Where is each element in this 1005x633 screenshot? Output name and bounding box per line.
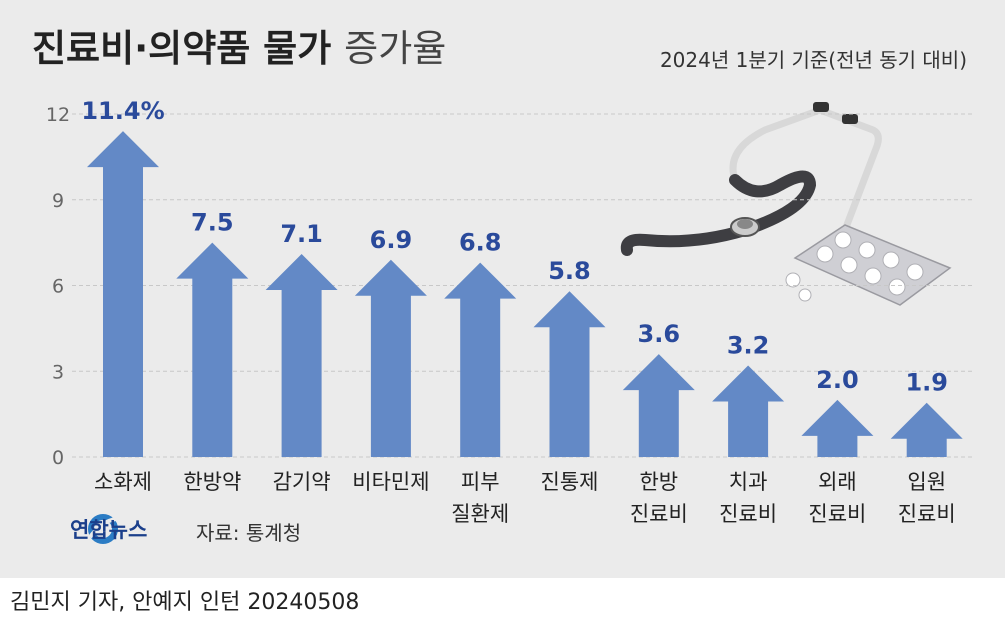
value-labels: 11.4% 7.5 7.1 6.9 6.8 5.8 3.6 3.2 2.0 1.9 (81, 97, 948, 397)
bar-arrow-7 (712, 365, 785, 457)
value-label-4: 6.8 (459, 229, 502, 257)
category-label-5: 진통제 (541, 470, 599, 494)
chart-title-light: 증가율 (344, 27, 447, 70)
chart-title-main: 진료비·의약품 물가 (32, 27, 332, 70)
value-label-1: 7.5 (191, 209, 234, 237)
footer-bar (0, 578, 1005, 633)
value-label-6: 3.6 (638, 320, 681, 348)
yonhap-logo-icon (88, 514, 118, 544)
value-label-3: 6.9 (370, 226, 413, 254)
category-label-0: 소화제 (94, 470, 152, 494)
category-label-1: 한방약 (183, 470, 241, 494)
bar-arrow-9 (890, 402, 963, 457)
value-label-2: 7.1 (280, 220, 323, 248)
chart-subtitle: 2024년 1분기 기준(전년 동기 대비) (659, 48, 967, 72)
y-axis-ticks: 0 3 6 9 12 (46, 104, 70, 469)
bar-arrow-1 (176, 242, 249, 457)
y-tick-label: 9 (52, 190, 64, 212)
bar-arrow-2 (265, 254, 338, 457)
category-label-4: 피부 질환제 (451, 470, 509, 526)
y-tick-label: 6 (52, 276, 64, 298)
chart-title: 진료비·의약품 물가 증가율 (32, 22, 446, 76)
category-labels: 소화제 한방약 감기약 비타민제 피부 질환제 진통제 한방 진료비 치과 진료비 외래 진료비 입원 진료… (94, 470, 956, 526)
value-label-9: 1.9 (905, 369, 948, 397)
value-label-7: 3.2 (727, 332, 770, 360)
bar-arrow-5 (533, 291, 606, 457)
category-label-8: 외래 진료비 (808, 470, 866, 526)
stethoscope-icon (620, 102, 882, 256)
category-label-2: 감기약 (273, 470, 331, 494)
stethoscope-and-pills-illustration (620, 102, 952, 306)
bar-arrow-0 (87, 131, 159, 457)
value-label-5: 5.8 (548, 257, 591, 285)
source-note: 자료: 통계청 (196, 521, 302, 545)
y-tick-label: 0 (52, 447, 64, 469)
pill-blister-pack-icon (785, 224, 952, 306)
category-label-6: 한방 진료비 (630, 470, 688, 526)
y-tick-label: 3 (52, 361, 64, 383)
category-label-9: 입원 진료비 (898, 470, 956, 526)
bar-arrow-8 (801, 399, 874, 457)
bar-arrow-6 (622, 354, 695, 457)
byline: 김민지 기자, 안예지 인턴 20240508 (10, 590, 360, 615)
bars (87, 131, 963, 457)
bar-arrow-4 (444, 262, 517, 457)
y-tick-label: 12 (46, 104, 70, 126)
bar-arrow-3 (354, 259, 427, 457)
category-label-3: 비타민제 (352, 470, 429, 494)
logo-text: 연합뉴스 (70, 518, 148, 542)
category-label-7: 치과 진료비 (719, 470, 777, 526)
yonhap-logo (88, 514, 118, 544)
value-label-0: 11.4% (81, 97, 164, 125)
value-label-8: 2.0 (816, 366, 859, 394)
